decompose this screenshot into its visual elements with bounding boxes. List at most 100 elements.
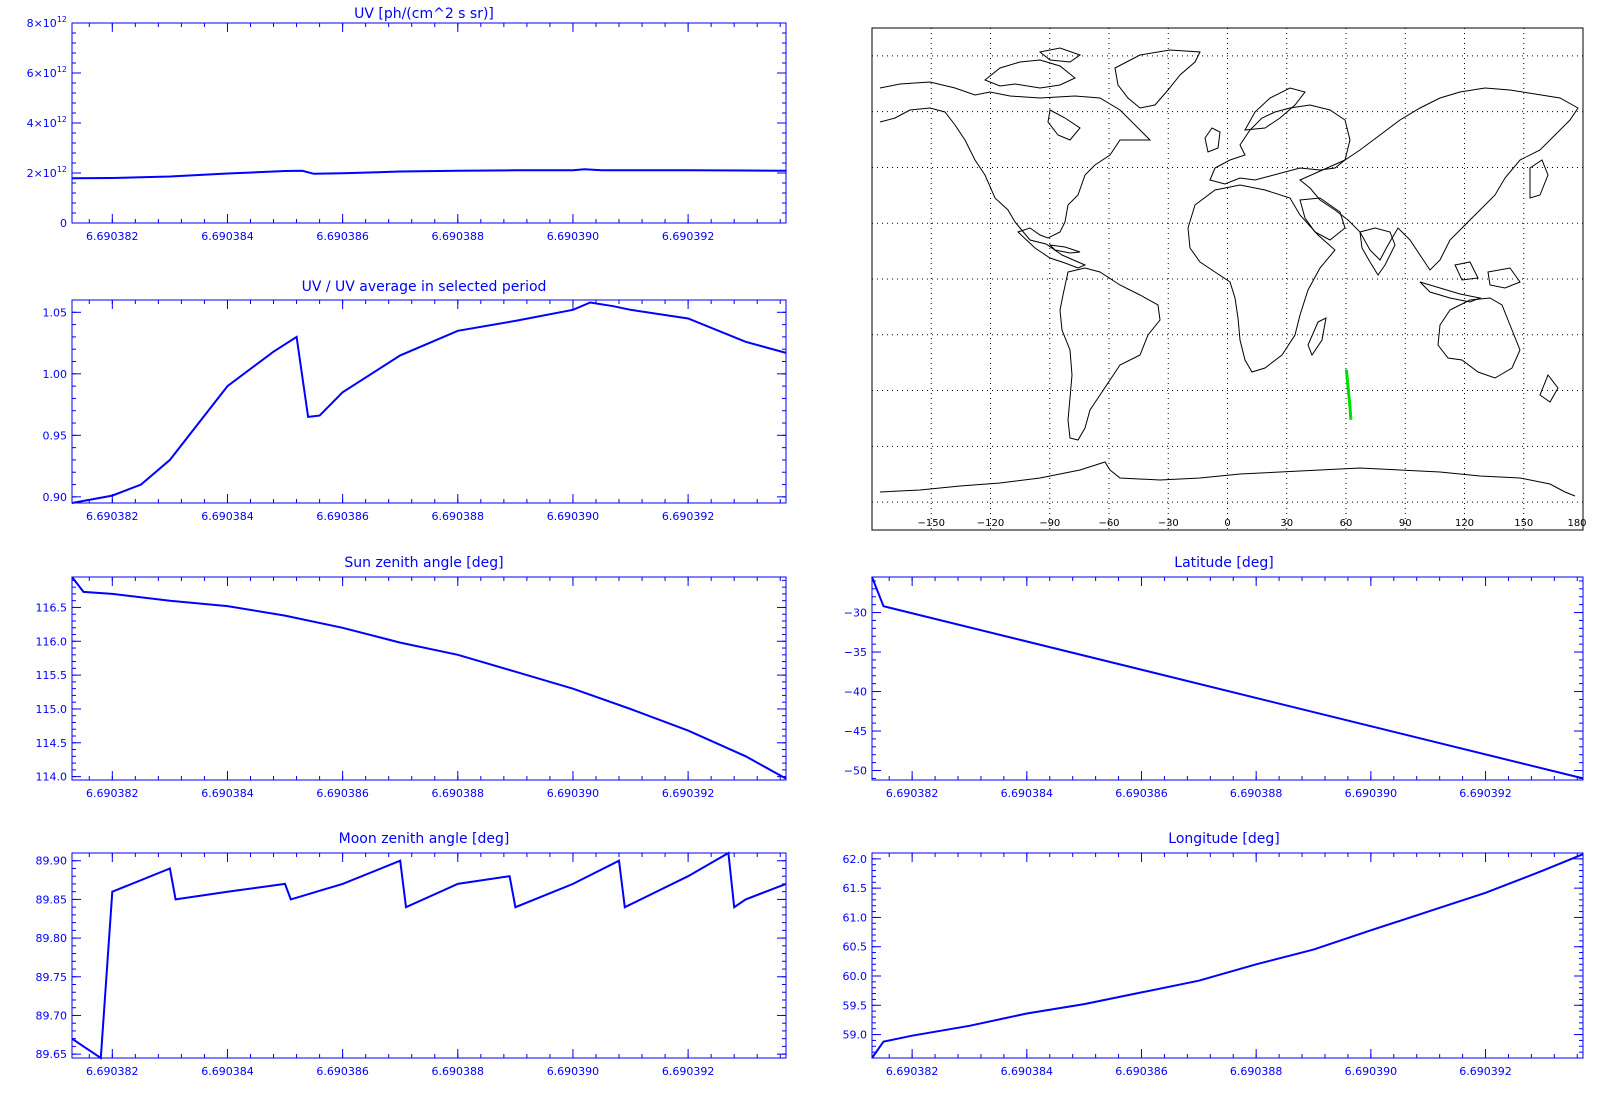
x-tick-label: 6.690388 (432, 510, 485, 523)
coast-north-america (879, 81, 1152, 269)
plot-frame (71, 576, 787, 781)
y-tick-label: −30 (844, 607, 867, 620)
y-tick-label: 62.0 (843, 853, 868, 866)
x-tick-label: 6.690386 (316, 230, 369, 243)
map-lon-tick-label: −150 (918, 518, 945, 529)
y-tick-label: 116.0 (36, 635, 68, 648)
x-tick-label: 6.690392 (662, 510, 715, 523)
y-tick-label: 61.5 (843, 882, 868, 895)
x-tick-label: 6.690384 (201, 1065, 254, 1078)
map-lon-tick-label: −60 (1098, 518, 1119, 529)
x-tick-label: 6.690386 (316, 510, 369, 523)
coast-uk (1204, 127, 1221, 153)
map-lon-tick-label: 150 (1514, 518, 1533, 529)
coast-indonesia (1419, 261, 1521, 303)
x-tick-label: 6.690384 (201, 787, 254, 800)
y-tick-label: 59.0 (843, 1029, 868, 1042)
y-tick-label: 115.0 (36, 703, 68, 716)
x-tick-label: 6.690384 (1001, 787, 1054, 800)
y-tick-label: 1.05 (43, 306, 68, 319)
y-tick-label: 116.5 (36, 601, 68, 614)
coast-africa (1187, 184, 1336, 373)
x-tick-label: 6.690392 (662, 787, 715, 800)
coast-india (1359, 227, 1396, 276)
map-grid (872, 28, 1583, 530)
y-tick-label: 89.85 (36, 893, 68, 906)
y-tick-label: 89.90 (36, 855, 68, 868)
x-tick-label: 6.690390 (547, 510, 600, 523)
map-lon-tick-label: 180 (1567, 518, 1586, 529)
y-tick-label: 114.5 (36, 737, 68, 750)
x-tick-label: 6.690384 (201, 510, 254, 523)
uv-plot-title: UV [ph/(cm^2 s sr)] (354, 6, 494, 22)
x-tick-label: 6.690382 (886, 787, 939, 800)
x-tick-label: 6.690384 (1001, 1065, 1054, 1078)
map-lon-tick-label: 0 (1224, 518, 1230, 529)
uv-ratio-plot: 6.690382 6.690384 6.690386 6.690388 6.690390… (43, 299, 787, 523)
map-lon-ticks: −150 −120 −90 −60 −30 0 30 60 90 120 150 180 (918, 518, 1587, 529)
map-lon-tick-label: −120 (977, 518, 1004, 529)
series-line (871, 576, 1584, 780)
x-tick-label: 6.690392 (1459, 787, 1512, 800)
map-lon-tick-label: 120 (1455, 518, 1474, 529)
y-tick-label: −40 (844, 686, 867, 699)
x-tick-label: 6.690388 (1230, 787, 1283, 800)
coast-arctic-islands (984, 47, 1082, 89)
x-tick-label: 6.690388 (432, 1065, 485, 1078)
x-tick-label: 6.690382 (86, 1065, 139, 1078)
y-tick-label: −35 (844, 646, 867, 659)
y-tick-label: 8×1012 (27, 15, 67, 30)
x-tick-label: 6.690386 (1115, 787, 1168, 800)
x-tick-label: 6.690392 (662, 1065, 715, 1078)
x-tick-label: 6.690382 (86, 510, 139, 523)
uv-plot: 6.690382 6.690384 6.690386 6.690388 6.690390… (27, 15, 787, 243)
series-line (871, 853, 1584, 1059)
map-lon-tick-label: 90 (1399, 518, 1412, 529)
plot-frame (871, 852, 1584, 1059)
coastlines (879, 47, 1579, 497)
x-tick-label: 6.690382 (886, 1065, 939, 1078)
y-tick-label: 59.5 (843, 999, 868, 1012)
x-tick-label: 6.690390 (1345, 1065, 1398, 1078)
y-tick-label: 1.00 (43, 368, 68, 381)
coast-greenland (1114, 49, 1201, 109)
y-tick-label: 2×1012 (27, 165, 67, 180)
x-tick-label: 6.690392 (1459, 1065, 1512, 1078)
coast-antarctica (879, 461, 1576, 497)
plot-frame (71, 299, 787, 504)
coast-australia (1437, 297, 1521, 379)
map-lon-tick-label: 30 (1280, 518, 1293, 529)
y-tick-label: 0.90 (43, 491, 68, 504)
coast-south-america (1059, 267, 1161, 441)
x-tick-label: 6.690390 (547, 1065, 600, 1078)
coast-scandinavia (1244, 87, 1306, 131)
map-lon-tick-label: −90 (1039, 518, 1060, 529)
plot-frame (871, 576, 1584, 781)
map-lon-tick-label: −30 (1158, 518, 1179, 529)
coast-europe (1209, 104, 1351, 185)
y-tick-label: 0.95 (43, 429, 68, 442)
y-tick-label: 60.5 (843, 941, 868, 954)
series-line (71, 301, 787, 504)
coast-madagascar (1307, 317, 1327, 357)
x-tick-label: 6.690386 (316, 1065, 369, 1078)
x-tick-label: 6.690392 (662, 230, 715, 243)
series-line (71, 851, 787, 1060)
latitude-plot: 6.690382 6.690384 6.690386 6.690388 6.690390… (844, 576, 1584, 800)
track-line (1344, 369, 1353, 420)
x-tick-label: 6.690390 (547, 787, 600, 800)
plot-frame (71, 22, 787, 224)
coast-japan (1529, 159, 1549, 199)
map-lon-tick-label: 60 (1340, 518, 1353, 529)
x-tick-label: 6.690388 (432, 787, 485, 800)
y-tick-label: −50 (844, 765, 867, 778)
x-tick-label: 6.690384 (201, 230, 254, 243)
coast-hudson-bay (1047, 109, 1081, 141)
x-tick-label: 6.690390 (1345, 787, 1398, 800)
longitude-plot: 6.690382 6.690384 6.690386 6.690388 6.690390… (843, 852, 1584, 1078)
series-line (71, 168, 787, 180)
y-tick-label: 6×1012 (27, 65, 67, 80)
x-tick-label: 6.690388 (432, 230, 485, 243)
y-tick-label: 89.70 (36, 1009, 68, 1022)
